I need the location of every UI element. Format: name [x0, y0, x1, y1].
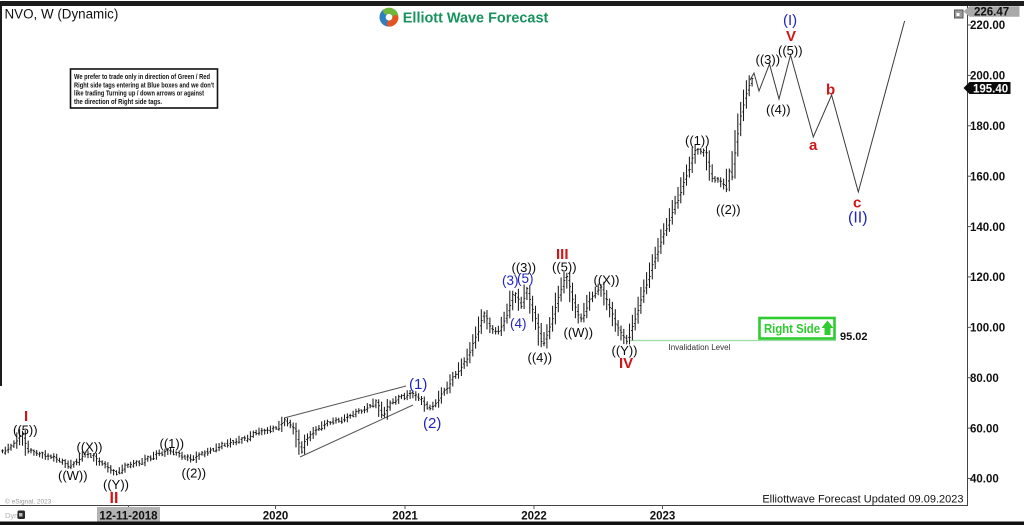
svg-text:((2)): ((2)) [182, 466, 207, 481]
svg-text:(I): (I) [783, 12, 797, 29]
svg-text:b: b [826, 82, 835, 99]
svg-text:IV: IV [619, 355, 633, 372]
svg-text:((4)): ((4)) [528, 350, 553, 365]
svg-text:Invalidation Level: Invalidation Level [669, 343, 731, 352]
svg-text:2021: 2021 [392, 510, 418, 522]
svg-text:(1): (1) [409, 376, 427, 393]
svg-text:((1)): ((1)) [685, 133, 710, 148]
svg-text:160.00: 160.00 [970, 171, 1005, 183]
svg-text:((Y)): ((Y)) [612, 343, 638, 358]
svg-text:© eSignal, 2023: © eSignal, 2023 [5, 498, 52, 506]
svg-text:((5)): ((5)) [552, 260, 577, 275]
svg-text:((4)): ((4)) [766, 102, 791, 117]
svg-text:((X)): ((X)) [77, 440, 103, 455]
svg-text:220.00: 220.00 [970, 20, 1005, 32]
svg-text:I: I [24, 408, 28, 425]
svg-text:((5)): ((5)) [778, 43, 803, 58]
svg-text:(4): (4) [510, 316, 527, 331]
svg-text:the direction of Right side ta: the direction of Right side tags. [74, 99, 162, 106]
svg-text:((3)): ((3)) [756, 52, 781, 67]
svg-text:95.02: 95.02 [840, 331, 868, 343]
svg-text:100.00: 100.00 [970, 323, 1005, 335]
svg-text:III: III [556, 246, 569, 263]
svg-text:(2): (2) [423, 415, 441, 432]
svg-text:We prefer to trade only in dir: We prefer to trade only in direction of … [74, 74, 210, 81]
svg-text:c: c [853, 195, 861, 212]
svg-text:195.40: 195.40 [973, 83, 1008, 95]
svg-text:((W)): ((W)) [58, 468, 88, 483]
svg-text:(II): (II) [848, 210, 868, 227]
svg-text:80.00: 80.00 [970, 373, 999, 385]
svg-text:II: II [110, 490, 119, 507]
svg-text:((1)): ((1)) [160, 436, 185, 451]
svg-text:2022: 2022 [521, 510, 547, 522]
svg-text:Right Side: Right Side [764, 321, 820, 336]
svg-text:60.00: 60.00 [970, 423, 999, 435]
svg-text:Elliott Wave Forecast: Elliott Wave Forecast [403, 9, 549, 26]
svg-text:2020: 2020 [263, 510, 289, 522]
svg-text:like trading Turning up / down: like trading Turning up / down arrows or… [74, 91, 205, 98]
svg-text:((W)): ((W)) [564, 325, 594, 340]
svg-text:((X)): ((X)) [594, 273, 620, 288]
svg-text:((2)): ((2)) [716, 202, 741, 217]
svg-text:(5): (5) [517, 271, 534, 286]
svg-text:180.00: 180.00 [970, 121, 1005, 133]
svg-text:NVO, W (Dynamic): NVO, W (Dynamic) [5, 7, 119, 22]
svg-text:2023: 2023 [650, 510, 676, 522]
svg-text:a: a [809, 137, 818, 154]
svg-text:200.00: 200.00 [970, 71, 1005, 83]
svg-text:Right side tags entering at Bl: Right side tags entering at Blue boxes a… [74, 82, 215, 89]
svg-text:((3)): ((3)) [512, 260, 537, 275]
svg-text:(3): (3) [502, 273, 519, 288]
svg-text:Elliottwave Forecast Updated 0: Elliottwave Forecast Updated 09.09.2023 [762, 494, 963, 506]
svg-text:Dyn: Dyn [5, 511, 18, 520]
svg-text:((Y)): ((Y)) [103, 477, 129, 492]
svg-text:226.47: 226.47 [974, 7, 1009, 19]
svg-text:((5)): ((5)) [13, 423, 38, 438]
svg-text:120.00: 120.00 [970, 272, 1005, 284]
svg-text:V: V [786, 28, 796, 45]
svg-text:140.00: 140.00 [970, 222, 1005, 234]
svg-text:40.00: 40.00 [970, 474, 999, 486]
svg-text:12-11-2018: 12-11-2018 [99, 510, 158, 522]
